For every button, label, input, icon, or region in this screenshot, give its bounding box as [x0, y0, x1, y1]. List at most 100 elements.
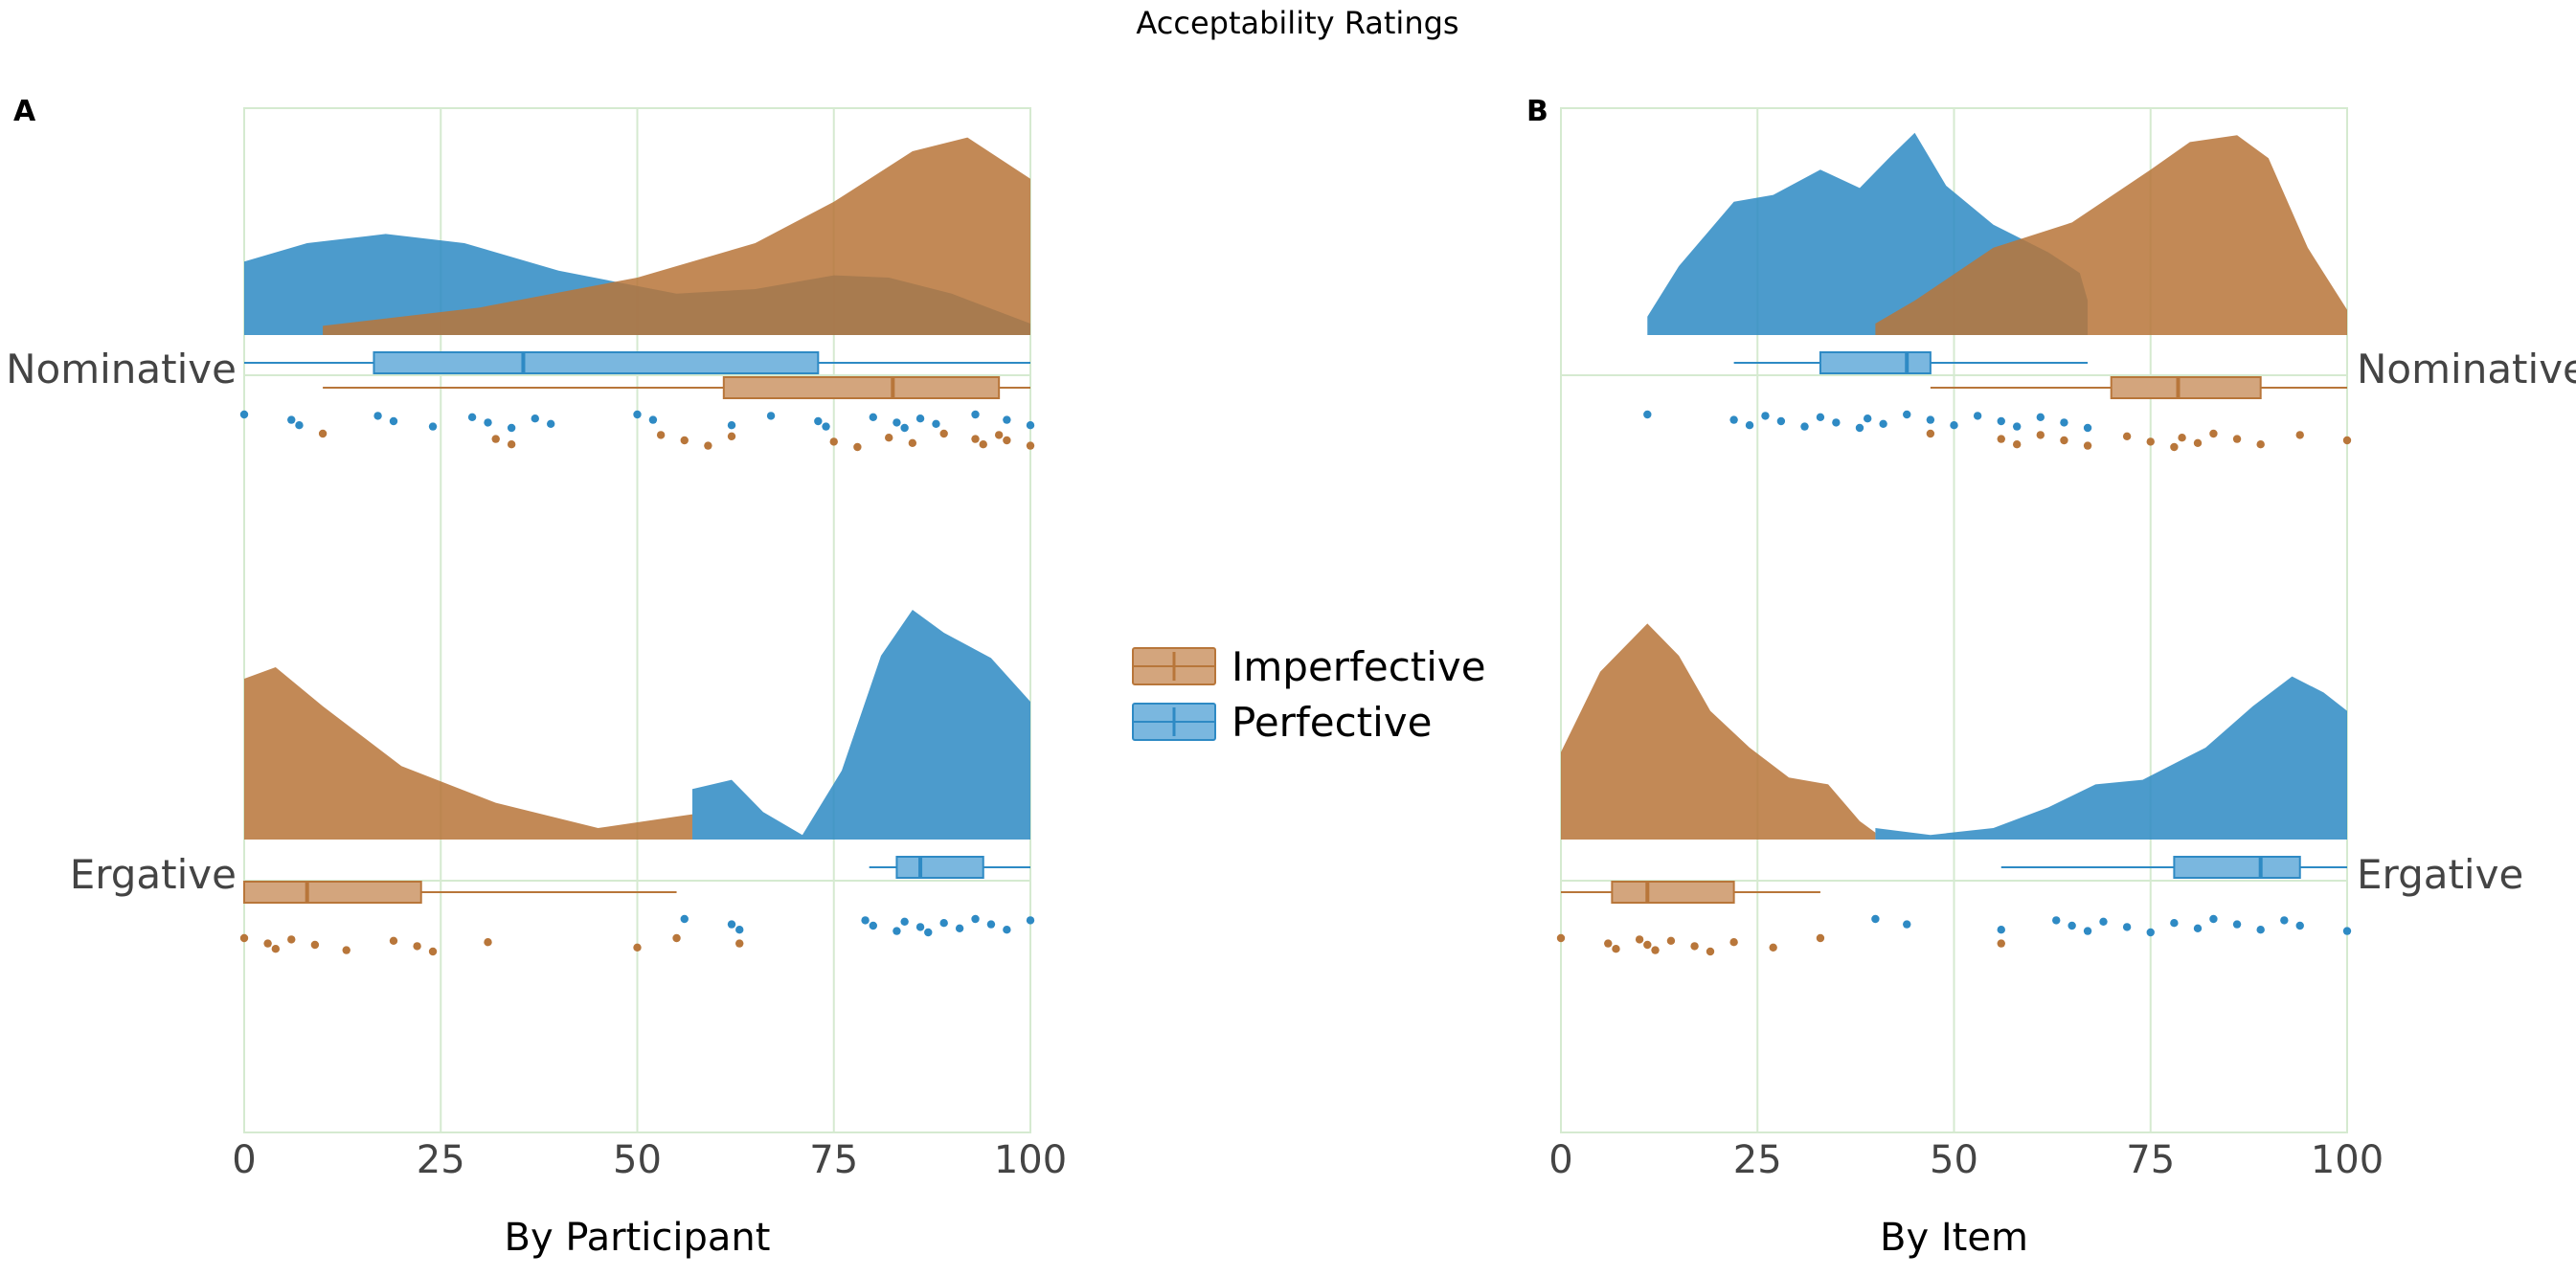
point-nominative-imperfective	[507, 440, 516, 449]
point-nominative-perfective	[239, 410, 249, 419]
point-ergative-imperfective	[342, 946, 350, 954]
point-ergative-perfective	[2068, 921, 2076, 930]
point-nominative-imperfective	[2178, 434, 2186, 442]
x-tick-label-50: 50	[1930, 1138, 1978, 1182]
x-axis-title: By Participant	[505, 1216, 771, 1260]
legend-label-perfective: Perfective	[1232, 699, 1433, 746]
point-nominative-imperfective	[1926, 429, 1935, 438]
point-ergative-imperfective	[1997, 939, 2005, 948]
point-nominative-imperfective	[2295, 431, 2304, 439]
box-nominative-perfective	[373, 351, 820, 374]
point-nominative-perfective	[1745, 421, 1754, 430]
point-ergative-perfective	[2280, 916, 2289, 925]
point-ergative-imperfective	[263, 939, 272, 948]
point-nominative-perfective	[287, 415, 296, 424]
x-tick-label-25: 25	[417, 1138, 465, 1182]
density-ergative-imperfective	[244, 667, 692, 840]
point-nominative-perfective	[1776, 416, 1786, 426]
point-ergative-perfective	[2342, 927, 2352, 935]
point-ergative-perfective	[1026, 916, 1035, 925]
point-nominative-perfective	[531, 414, 539, 423]
point-nominative-imperfective	[939, 429, 948, 438]
point-ergative-imperfective	[1635, 935, 1644, 944]
point-ergative-perfective	[900, 917, 909, 926]
figure-title: Acceptability Ratings	[1136, 5, 1458, 41]
point-nominative-perfective	[648, 415, 658, 424]
box-nominative-perfective	[1819, 351, 1932, 374]
point-nominative-imperfective	[885, 434, 893, 442]
x-tick-label-100: 100	[2311, 1138, 2384, 1182]
point-nominative-imperfective	[2083, 441, 2092, 450]
x-tick-label-0: 0	[1548, 1138, 1572, 1182]
point-nominative-imperfective	[2209, 429, 2218, 438]
point-ergative-imperfective	[1690, 942, 1699, 951]
point-nominative-perfective	[822, 422, 830, 431]
point-ergative-perfective	[971, 914, 980, 924]
point-ergative-perfective	[2099, 917, 2108, 926]
point-nominative-perfective	[1643, 410, 1652, 419]
point-nominative-perfective	[915, 414, 925, 423]
point-nominative-imperfective	[2036, 431, 2045, 439]
point-ergative-perfective	[861, 916, 870, 925]
point-nominative-imperfective	[2012, 440, 2022, 449]
point-ergative-imperfective	[1612, 945, 1620, 953]
point-nominative-perfective	[766, 412, 776, 420]
point-nominative-imperfective	[318, 429, 328, 438]
point-nominative-imperfective	[2193, 438, 2203, 447]
point-nominative-perfective	[869, 413, 877, 421]
point-ergative-perfective	[2170, 919, 2179, 928]
legend-item-perfective: Perfective	[1132, 699, 1433, 746]
point-ergative-perfective	[2122, 923, 2132, 931]
panel-a: 0 25 50 75 100 By Participant Nominative Ergati…	[6, 107, 1067, 1260]
point-nominative-perfective	[1950, 421, 1958, 430]
point-nominative-imperfective	[1026, 441, 1035, 450]
point-ergative-perfective	[735, 926, 744, 934]
point-nominative-perfective	[389, 416, 398, 426]
point-ergative-perfective	[2052, 916, 2061, 925]
point-ergative-perfective	[986, 920, 996, 929]
point-nominative-perfective	[1879, 419, 1887, 428]
category-label-nominative: Nominative	[6, 346, 237, 392]
point-nominative-perfective	[373, 412, 382, 420]
point-nominative-perfective	[1863, 414, 1872, 423]
point-nominative-imperfective	[2232, 435, 2242, 443]
point-ergative-perfective	[869, 921, 877, 930]
point-ergative-perfective	[1003, 926, 1011, 934]
point-nominative-perfective	[1855, 423, 1864, 433]
category-label-ergative: Ergative	[70, 851, 237, 898]
point-nominative-imperfective	[656, 431, 666, 439]
point-nominative-perfective	[1003, 415, 1011, 424]
point-ergative-imperfective	[287, 935, 296, 944]
panel-label-b: B	[1526, 95, 1548, 128]
point-nominative-imperfective	[704, 441, 712, 450]
point-nominative-imperfective	[680, 436, 689, 445]
point-nominative-perfective	[1973, 412, 1982, 420]
point-ergative-perfective	[680, 914, 689, 924]
point-ergative-perfective	[1903, 920, 1911, 929]
point-nominative-perfective	[467, 413, 477, 421]
x-tick-label-0: 0	[232, 1138, 256, 1182]
point-nominative-perfective	[295, 421, 304, 430]
x-tick-label-100: 100	[994, 1138, 1067, 1182]
point-nominative-imperfective	[2122, 432, 2132, 440]
point-nominative-perfective	[1816, 413, 1825, 421]
panel-b: 0 25 50 75 100 By Item Nominative Ergative	[1548, 107, 2576, 1260]
legend: Imperfective Perfective	[1132, 643, 1486, 746]
point-nominative-perfective	[2012, 422, 2022, 431]
point-nominative-imperfective	[2060, 436, 2068, 445]
point-nominative-imperfective	[2170, 442, 2179, 452]
category-label-nominative: Nominative	[2357, 346, 2576, 392]
point-ergative-perfective	[924, 928, 933, 937]
box-nominative-imperfective	[2110, 376, 2262, 399]
point-nominative-imperfective	[2256, 440, 2265, 449]
point-nominative-imperfective	[2342, 436, 2352, 445]
point-nominative-imperfective	[979, 440, 987, 449]
point-nominative-perfective	[1729, 415, 1738, 424]
point-nominative-perfective	[1832, 418, 1841, 427]
point-nominative-perfective	[2083, 423, 2092, 433]
density-ergative-perfective	[1875, 676, 2347, 840]
point-nominative-perfective	[900, 423, 909, 433]
point-ergative-imperfective	[310, 940, 320, 950]
point-nominative-imperfective	[829, 437, 838, 446]
point-nominative-perfective	[814, 416, 823, 426]
